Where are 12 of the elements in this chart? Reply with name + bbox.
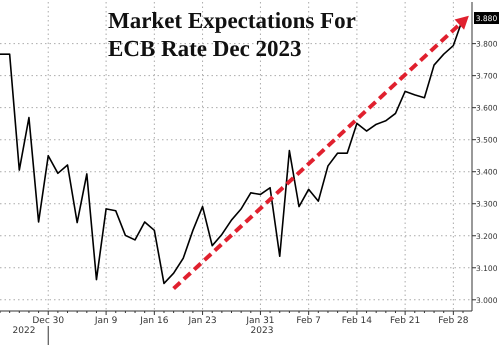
x-tick-label: Jan 16 xyxy=(139,316,169,326)
x-tick-label: Feb 7 xyxy=(296,316,321,326)
x-tick-label: Feb 21 xyxy=(390,316,420,326)
x-tick-label: Jan 31 xyxy=(245,316,275,326)
text: 2022 xyxy=(12,326,36,336)
x-tick-label: Feb 14 xyxy=(342,316,372,326)
x-tick-label: Jan 9 xyxy=(94,316,118,326)
text: Market Expectations For ECB Rate Dec 2023 xyxy=(108,8,356,61)
x-tick-label: Feb 28 xyxy=(438,316,469,326)
x-tick-label: Dec 30 xyxy=(32,316,64,326)
text: 2023 xyxy=(250,326,274,336)
x-tick-label: Jan 23 xyxy=(187,316,217,326)
